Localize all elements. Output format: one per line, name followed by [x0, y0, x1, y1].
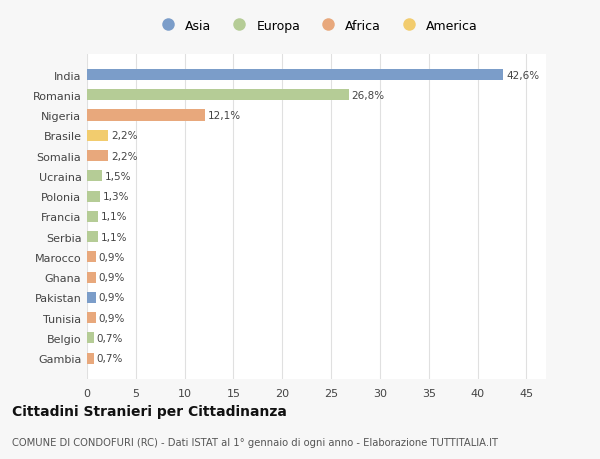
Bar — [87, 231, 98, 243]
Bar — [87, 191, 100, 202]
Text: 1,1%: 1,1% — [101, 232, 127, 242]
Bar — [87, 333, 94, 344]
Text: 26,8%: 26,8% — [352, 90, 385, 101]
Text: 0,9%: 0,9% — [99, 273, 125, 283]
Text: Cittadini Stranieri per Cittadinanza: Cittadini Stranieri per Cittadinanza — [12, 404, 287, 419]
Text: 0,7%: 0,7% — [97, 353, 123, 364]
Bar — [87, 313, 96, 324]
Text: 42,6%: 42,6% — [506, 70, 539, 80]
Text: 2,2%: 2,2% — [112, 151, 138, 161]
Bar — [87, 272, 96, 283]
Text: 0,9%: 0,9% — [99, 313, 125, 323]
Bar — [87, 151, 109, 162]
Text: 0,9%: 0,9% — [99, 252, 125, 262]
Bar — [87, 211, 98, 223]
Legend: Asia, Europa, Africa, America: Asia, Europa, Africa, America — [151, 16, 482, 36]
Text: 12,1%: 12,1% — [208, 111, 241, 121]
Bar — [87, 110, 205, 121]
Bar — [87, 252, 96, 263]
Bar — [87, 353, 94, 364]
Text: 1,3%: 1,3% — [103, 192, 129, 202]
Text: 0,9%: 0,9% — [99, 293, 125, 303]
Bar — [87, 171, 101, 182]
Text: 2,2%: 2,2% — [112, 131, 138, 141]
Bar — [87, 90, 349, 101]
Text: 1,1%: 1,1% — [101, 212, 127, 222]
Bar — [87, 70, 503, 81]
Text: 1,5%: 1,5% — [104, 172, 131, 181]
Text: COMUNE DI CONDOFURI (RC) - Dati ISTAT al 1° gennaio di ogni anno - Elaborazione : COMUNE DI CONDOFURI (RC) - Dati ISTAT al… — [12, 437, 498, 447]
Text: 0,7%: 0,7% — [97, 333, 123, 343]
Bar — [87, 292, 96, 303]
Bar — [87, 130, 109, 141]
